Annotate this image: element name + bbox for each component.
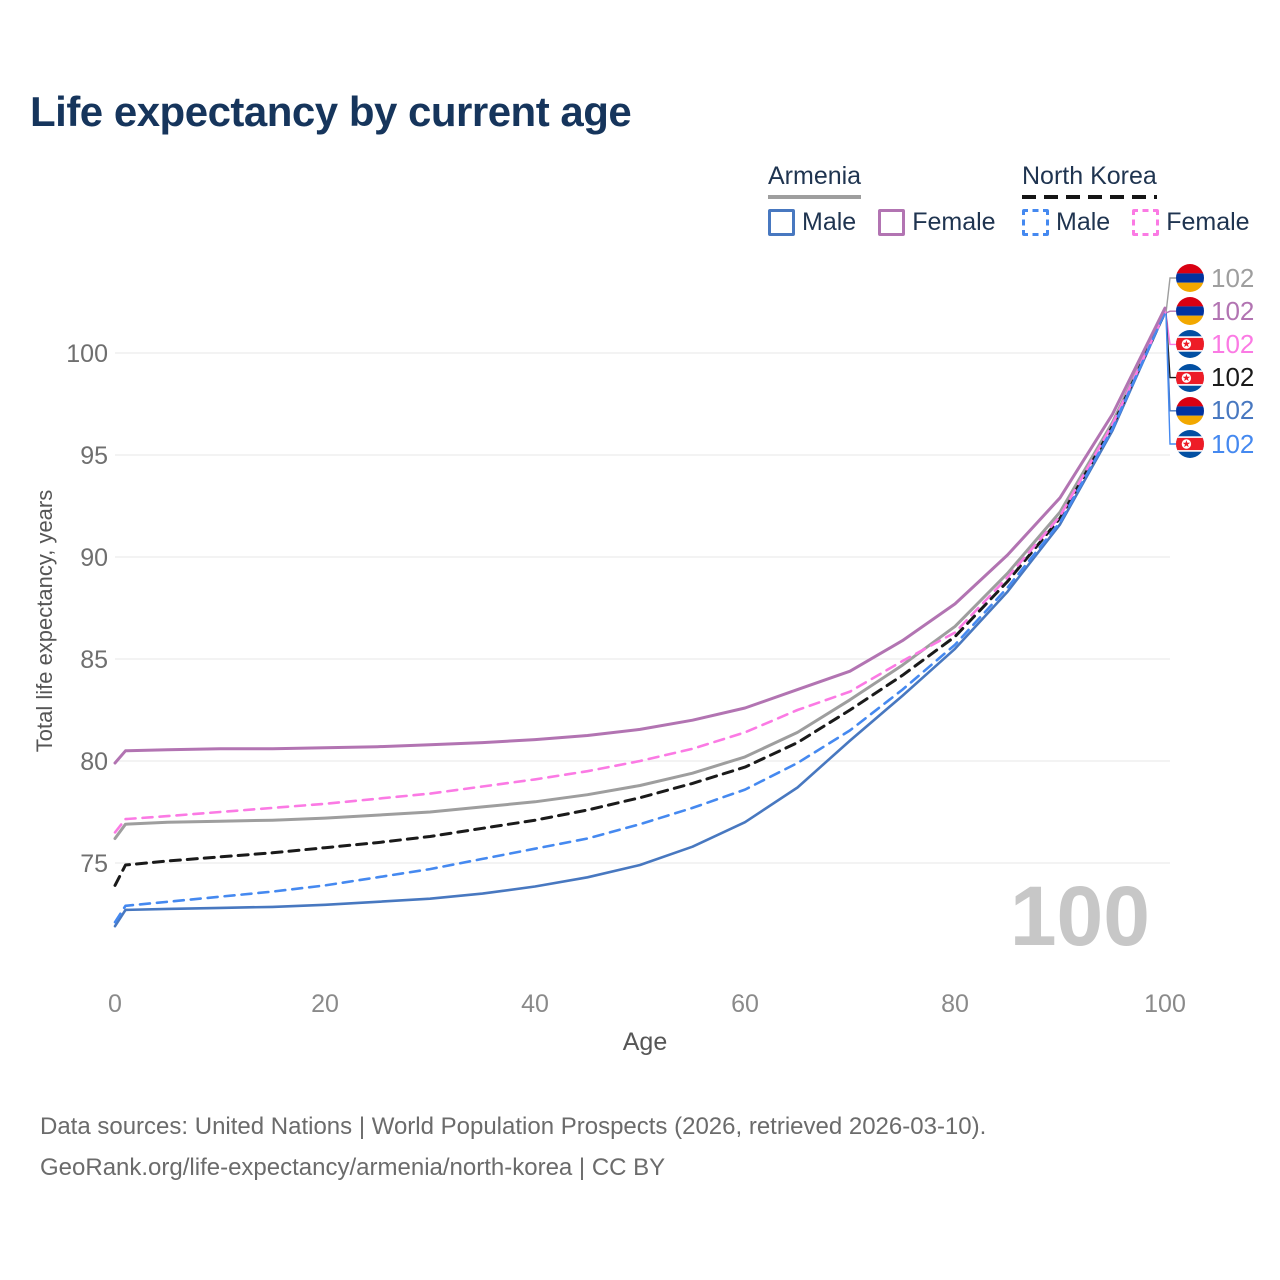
- page-title: Life expectancy by current age: [30, 88, 632, 135]
- legend-country-north-korea[interactable]: North Korea: [1022, 162, 1157, 199]
- x-axis-title: Age: [622, 1028, 668, 1056]
- legend-item-north-korea-female-label: Female: [1166, 208, 1250, 236]
- y-tick-80: 80: [80, 748, 108, 776]
- y-tick-100: 100: [66, 340, 108, 368]
- armenia-flag-icon: [1176, 396, 1204, 425]
- north-korea-flag-icon: [1176, 430, 1204, 458]
- legend-item-armenia-male-label: Male: [802, 208, 857, 236]
- end-label-value: 102: [1211, 395, 1255, 426]
- north-korea-flag-icon: [1176, 330, 1204, 359]
- armenia-solid-line-swatch: [768, 195, 862, 199]
- y-tick-90: 90: [80, 544, 108, 572]
- end-label-value: 102: [1211, 328, 1255, 359]
- x-tick-0: 0: [108, 990, 122, 1018]
- series-line-north-korea-male[interactable]: [113, 310, 1167, 924]
- legend-country-armenia-label: Armenia: [768, 162, 862, 190]
- y-axis-title: Total life expectancy, years: [32, 489, 57, 753]
- series-end-label-armenia-female: 102: [1176, 296, 1254, 326]
- series-line-armenia-female[interactable]: [113, 306, 1167, 765]
- end-label-value: 102: [1211, 362, 1255, 393]
- x-tick-80: 80: [941, 990, 969, 1018]
- series-line-armenia-both[interactable]: [113, 310, 1167, 840]
- armenia-flag-icon: [1176, 297, 1204, 326]
- legend-group-armenia: Armenia Male Female: [768, 162, 996, 237]
- end-label-value: 102: [1211, 428, 1255, 459]
- footer-attribution: GeoRank.org/life-expectancy/armenia/nort…: [40, 1154, 666, 1181]
- series-end-label-north-korea-female: 102: [1176, 329, 1254, 359]
- x-tick-60: 60: [731, 990, 759, 1018]
- north-korea-male-swatch-icon: [1022, 209, 1049, 236]
- end-label-value: 102: [1211, 295, 1255, 326]
- series-end-label-north-korea-male: 102: [1176, 429, 1254, 459]
- y-tick-95: 95: [80, 442, 108, 470]
- legend-group-north-korea: North Korea Male Female: [1022, 162, 1250, 237]
- legend-item-north-korea-female[interactable]: Female: [1132, 208, 1250, 237]
- legend-country-north-korea-label: North Korea: [1022, 162, 1157, 190]
- x-tick-20: 20: [311, 990, 339, 1018]
- legend-item-armenia-male[interactable]: Male: [768, 208, 856, 237]
- leader-line-north-korea-male: [1165, 312, 1176, 445]
- x-tick-40: 40: [521, 990, 549, 1018]
- leader-line-armenia-both: [1165, 277, 1176, 314]
- armenia-flag-icon: [1176, 264, 1204, 292]
- legend-item-north-korea-male[interactable]: Male: [1022, 208, 1110, 237]
- north-korea-female-swatch-icon: [1132, 209, 1160, 236]
- y-tick-75: 75: [80, 850, 108, 878]
- series-end-label-armenia-both: 102: [1176, 263, 1254, 293]
- series-line-north-korea-both[interactable]: [113, 310, 1167, 887]
- legend-country-armenia[interactable]: Armenia: [768, 162, 862, 199]
- end-label-value: 102: [1211, 262, 1255, 293]
- x-tick-100: 100: [1144, 990, 1186, 1018]
- series-end-label-north-korea-both: 102: [1176, 362, 1255, 393]
- leader-line-armenia-female: [1165, 310, 1176, 314]
- series-line-armenia-male[interactable]: [113, 310, 1167, 928]
- armenia-female-swatch-icon: [878, 209, 906, 236]
- series-line-north-korea-female[interactable]: [113, 310, 1167, 834]
- legend-item-north-korea-male-label: Male: [1056, 208, 1111, 236]
- north-korea-flag-icon: [1176, 363, 1204, 392]
- armenia-male-swatch-icon: [768, 209, 795, 236]
- y-tick-85: 85: [80, 646, 108, 674]
- age-watermark: 100: [1009, 869, 1150, 963]
- legend-item-armenia-female-label: Female: [912, 208, 996, 236]
- north-korea-dashed-line-swatch: [1022, 195, 1157, 199]
- footer: Data sources: United Nations | World Pop…: [40, 1106, 986, 1188]
- legend-item-armenia-female[interactable]: Female: [878, 208, 996, 237]
- footer-data-sources: Data sources: United Nations | World Pop…: [40, 1113, 987, 1140]
- series-end-label-armenia-male: 102: [1176, 395, 1255, 426]
